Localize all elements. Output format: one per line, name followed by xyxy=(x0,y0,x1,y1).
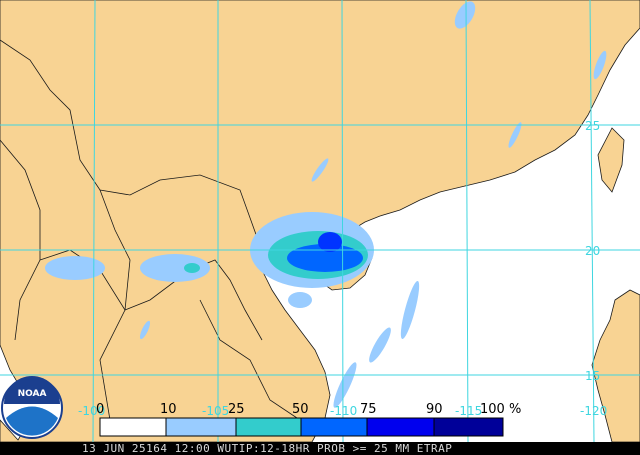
precip-25 xyxy=(184,263,200,273)
precip-75 xyxy=(318,232,342,252)
legend-label: 50 xyxy=(292,402,309,417)
precip-10 xyxy=(139,320,151,340)
philippines xyxy=(591,289,640,443)
legend-swatch xyxy=(300,417,368,437)
legend-label: 90 xyxy=(426,402,443,417)
longitude-label: -100 xyxy=(78,404,105,418)
precip-10 xyxy=(288,292,312,308)
legend-label: 75 xyxy=(360,402,377,417)
precip-10 xyxy=(333,362,357,408)
longitude-label: -105 xyxy=(202,404,229,418)
logo-sea xyxy=(6,406,58,436)
logo-text: NOAA xyxy=(18,389,47,399)
precip-10 xyxy=(311,158,329,182)
longitude-label: -120 xyxy=(580,404,607,418)
precip-50 xyxy=(287,244,363,272)
latitude-label: 25 xyxy=(585,119,600,133)
legend-label: 25 xyxy=(228,402,245,417)
precip-10 xyxy=(593,50,607,80)
country-border xyxy=(99,189,131,421)
precip-10 xyxy=(508,122,522,148)
country-border xyxy=(199,299,301,421)
longitude-label: -110 xyxy=(330,404,357,418)
longitude-line xyxy=(341,0,344,443)
precip-10 xyxy=(45,256,105,280)
legend-label: 10 xyxy=(160,402,177,417)
precip-10 xyxy=(400,280,420,340)
longitude-line xyxy=(465,0,469,443)
legend-label: 100 % xyxy=(480,402,521,417)
footer-bar xyxy=(0,442,640,455)
footer-text: 13 JUN 25164 12:00 WUTIP:12-18HR PROB >=… xyxy=(82,442,452,455)
legend-swatch xyxy=(165,417,237,437)
latitude-label: 20 xyxy=(585,244,600,258)
precip-10 xyxy=(369,327,391,363)
graticule xyxy=(0,0,640,443)
country-border xyxy=(0,139,41,341)
precip-10 xyxy=(140,254,210,282)
taiwan-island xyxy=(597,127,625,193)
legend-swatch xyxy=(433,417,504,437)
latitude-label: 15 xyxy=(585,369,600,383)
color-legend: 0 10 25 50 75 90 100 % xyxy=(96,402,521,437)
legend-swatch xyxy=(235,417,302,437)
legend-label: 0 xyxy=(96,402,104,417)
precip-10 xyxy=(454,1,476,29)
legend-swatch xyxy=(99,417,167,437)
longitude-line xyxy=(92,0,96,443)
longitude-label: -115 xyxy=(455,404,482,418)
noaa-logo: NOAA xyxy=(1,376,63,439)
legend-swatch xyxy=(366,417,435,437)
longitude-line xyxy=(589,0,595,443)
logo-sky xyxy=(4,376,60,404)
